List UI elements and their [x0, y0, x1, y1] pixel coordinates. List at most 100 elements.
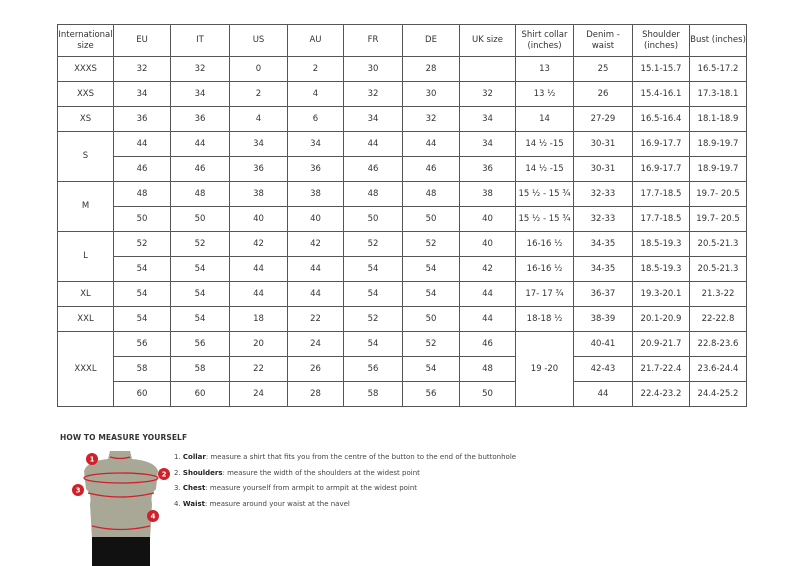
table-cell: 16.9-17.7: [632, 131, 690, 157]
table-cell: 16.5-16.4: [632, 106, 690, 132]
table-row: 58 58 22 26 56 54 48 42-43 21.7-22.4 23.6-24.4: [58, 356, 747, 382]
markers: [72, 453, 170, 522]
column-header: Shirt collar (inches): [515, 24, 574, 57]
table-cell: 15 ½ - 15 ¾: [515, 206, 574, 232]
table-row: XXXS 32 32 0 2 30 28 13 25 15.1-15.7 16.5-17.2: [57, 56, 747, 82]
measure-step: 3. Chest: measure yourself from armpit t…: [174, 481, 516, 497]
table-cell: 15.1-15.7: [632, 56, 690, 82]
table-cell: 32: [343, 81, 403, 107]
table-cell: 40: [459, 231, 516, 257]
guide-title: HOW TO MEASURE YOURSELF: [60, 433, 188, 442]
table-cell: 42-43: [573, 356, 633, 382]
table-cell: 54: [170, 281, 230, 307]
table-cell: 44: [402, 131, 460, 157]
column-header: DE: [402, 24, 460, 57]
header-row: International size EU IT US AU FR DE UK size Shi…: [57, 24, 747, 57]
table-cell: 32: [170, 56, 230, 82]
table-cell: 44: [573, 381, 633, 407]
table-cell: 34: [113, 81, 171, 107]
table-cell: 34: [170, 81, 230, 107]
table-cell: 27-29: [573, 106, 633, 132]
table-cell: 34: [287, 131, 344, 157]
table-cell: 54: [402, 281, 460, 307]
table-cell: 19.7- 20.5: [689, 181, 747, 207]
table-row: L 52 52 42 42 52 52 40 16-16 ½ 34-35 18.5-19.3 20.5…: [57, 231, 747, 282]
column-header: Shoulder (inches): [632, 24, 690, 57]
table-cell: 14 ½ -15: [515, 156, 574, 182]
step-text: : measure around your waist at the navel: [205, 499, 350, 508]
table-cell: 36-37: [573, 281, 633, 307]
table-cell: 34: [459, 131, 516, 157]
step-term: Waist: [182, 499, 206, 508]
measure-step: 4. Waist: measure around your waist at t…: [174, 497, 516, 513]
table-cell: 38: [459, 181, 516, 207]
table-cell: 54: [343, 331, 403, 357]
table-cell: 36: [459, 156, 516, 182]
table-cell: 21.3-22: [689, 281, 747, 307]
table-cell: 4: [287, 81, 344, 107]
table-cell: 50: [170, 206, 230, 232]
table-cell: 46: [402, 156, 460, 182]
table-cell: 44: [459, 306, 516, 332]
column-header: Denim - waist: [573, 24, 633, 57]
table-row: XXXL 56 56 20 24 54 52 46 19 -20 40-41 20.9-21.7 22…: [57, 331, 747, 407]
table-cell: 58: [343, 381, 403, 407]
table-cell: 52: [343, 231, 403, 257]
table-cell: 48: [170, 181, 230, 207]
table-cell: 18: [229, 306, 288, 332]
table-cell: 17.3-18.1: [689, 81, 747, 107]
table-cell: 18.9-19.7: [689, 131, 747, 157]
table-cell: 42: [229, 231, 288, 257]
table-cell: 16.9-17.7: [632, 156, 690, 182]
marker-2-icon: [158, 468, 170, 480]
table-cell: 54: [402, 356, 460, 382]
table-cell: 38: [287, 181, 344, 207]
table-cell: 16.5-17.2: [689, 56, 747, 82]
step-number: 2.: [174, 468, 181, 477]
column-header: IT: [170, 24, 230, 57]
step-term: Chest: [182, 484, 206, 492]
table-cell: 15 ½ - 15 ¾: [515, 181, 574, 207]
table-cell: 44: [287, 281, 344, 307]
table-cell: 30-31: [573, 131, 633, 157]
table-cell: 38-39: [573, 306, 633, 332]
table-cell: 14 ½ -15: [515, 131, 574, 157]
table-cell: 34-35: [573, 256, 633, 282]
table-cell: M: [57, 181, 114, 232]
torso-measurement-illustration: 1 2 3 4: [72, 451, 170, 566]
table-cell: XXXL: [57, 331, 114, 407]
table-cell: 32: [113, 56, 171, 82]
table-cell: 24: [287, 331, 344, 357]
table-cell: 50: [343, 206, 403, 232]
table-cell: 0: [229, 56, 288, 82]
table-cell: 23.6-24.4: [689, 356, 747, 382]
table-cell: 56: [402, 381, 460, 407]
marker-1-label: 1: [90, 456, 95, 464]
table-cell: 32-33: [573, 181, 633, 207]
table-cell: 36: [170, 106, 230, 132]
table-cell: 13: [515, 56, 574, 82]
table-cell: 19.3-20.1: [632, 281, 690, 307]
table-cell: 44: [113, 131, 171, 157]
step-text: : measure a shirt that fits you from the…: [205, 453, 517, 461]
table-row: XXL 54 54 18 22 52 50 44 18-18 ½ 38-39 20.1-20.9 22…: [57, 306, 747, 332]
table-cell: 44: [170, 131, 230, 157]
table-cell: 34: [229, 131, 288, 157]
table-cell: 30: [343, 56, 403, 82]
table-cell: 54: [402, 256, 460, 282]
table-cell: S: [57, 131, 114, 182]
table-cell: 54: [113, 256, 171, 282]
step-term: Shoulders: [182, 468, 223, 477]
table-cell: 19 -20: [515, 331, 574, 407]
table-cell: 16-16 ½: [515, 256, 574, 282]
table-cell: 54: [113, 306, 171, 332]
table-cell: 52: [402, 231, 460, 257]
table-cell: 24: [229, 381, 288, 407]
table-cell: 50: [113, 206, 171, 232]
table-cell: 50: [459, 381, 516, 407]
table-cell: L: [57, 231, 114, 282]
step-text: : measure the width of the shoulders at …: [222, 468, 420, 477]
marker-1-icon: [86, 453, 98, 465]
column-header: US: [229, 24, 288, 57]
table-cell: 19.7- 20.5: [689, 206, 747, 232]
